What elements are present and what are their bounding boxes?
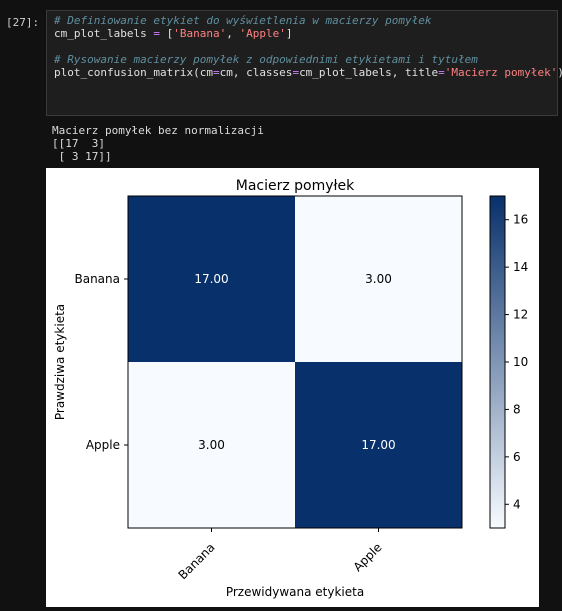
code-string: 'Apple' <box>239 27 286 40</box>
y-tick-label: Apple <box>86 438 120 452</box>
code-comment: # Definiowanie etykiet do wyświetlenia w… <box>54 14 432 27</box>
confusion-matrix-chart: 17.00 3.00 3.00 17.00 Macierz pomyłek Banana A… <box>53 178 528 599</box>
code-string: 'Banana' <box>173 27 227 40</box>
cell-value-label: 17.00 <box>361 438 395 452</box>
matrix-cell <box>295 196 462 362</box>
x-tick-label: Apple <box>351 540 385 574</box>
colorbar-tick-label: 16 <box>513 213 528 227</box>
code-operator: = <box>438 66 445 79</box>
matrix-cell <box>128 362 295 528</box>
cell-value-label: 3.00 <box>198 438 225 452</box>
code-string: 'Macierz pomyłek' <box>444 66 558 79</box>
code-text: [ <box>159 27 174 40</box>
output-line: Macierz pomyłek bez normalizacji <box>52 124 264 137</box>
x-tick-label: Banana <box>176 540 218 582</box>
output-line: [ 3 17]] <box>52 150 112 163</box>
code-operator: = <box>153 27 160 40</box>
colorbar-tick-label: 10 <box>513 355 528 369</box>
colorbar <box>489 195 506 529</box>
colorbar-tick-label: 4 <box>513 497 521 511</box>
colorbar-tick-label: 6 <box>513 450 521 464</box>
code-line: # Rysowanie macierzy pomyłek z odpowiedn… <box>54 53 557 66</box>
y-axis-label: Prawdziwa etykieta <box>53 304 67 420</box>
colorbar-tick-label: 8 <box>513 402 521 416</box>
code-line: plot_confusion_matrix(cm=cm, classes=cm_… <box>54 66 562 79</box>
code-text: plot_confusion_matrix(cm <box>54 66 213 79</box>
cell-output: Macierz pomyłek bez normalizacji [[17 3] … <box>52 124 264 163</box>
code-operator: = <box>212 66 220 79</box>
cell-value-label: 17.00 <box>194 272 228 286</box>
code-text: cm, classes <box>219 66 293 79</box>
matrix-frame <box>127 195 463 529</box>
output-line: [[17 3] <box>52 137 105 150</box>
code-text: , <box>226 27 240 40</box>
code-cell[interactable]: # Definiowanie etykiet do wyświetlenia w… <box>46 10 562 116</box>
x-axis-label: Przewidywana etykieta <box>226 585 364 599</box>
code-text: cm_plot_labels, title <box>299 66 439 79</box>
code-text: ] <box>285 27 293 40</box>
code-text: cm_plot_labels <box>54 27 154 40</box>
code-line: # Definiowanie etykiet do wyświetlenia w… <box>54 14 557 27</box>
chart-title: Macierz pomyłek <box>236 178 355 194</box>
colorbar-tick-label: 14 <box>513 260 528 274</box>
code-line: cm_plot_labels = ['Banana', 'Apple'] <box>54 27 557 40</box>
colorbar-tick-label: 12 <box>513 308 528 322</box>
code-comment: # Rysowanie macierzy pomyłek z odpowiedn… <box>54 53 478 66</box>
code-text: ) <box>557 66 562 79</box>
code-operator: = <box>292 66 300 79</box>
matrix-cell <box>295 362 462 528</box>
cell-prompt: [27]: <box>6 16 40 29</box>
confusion-matrix-figure: 17.00 3.00 3.00 17.00 Macierz pomyłek Banana A… <box>46 168 539 607</box>
matrix-cell <box>128 196 295 362</box>
y-tick-label: Banana <box>74 272 120 286</box>
code-line <box>54 40 557 53</box>
cell-value-label: 3.00 <box>365 272 392 286</box>
